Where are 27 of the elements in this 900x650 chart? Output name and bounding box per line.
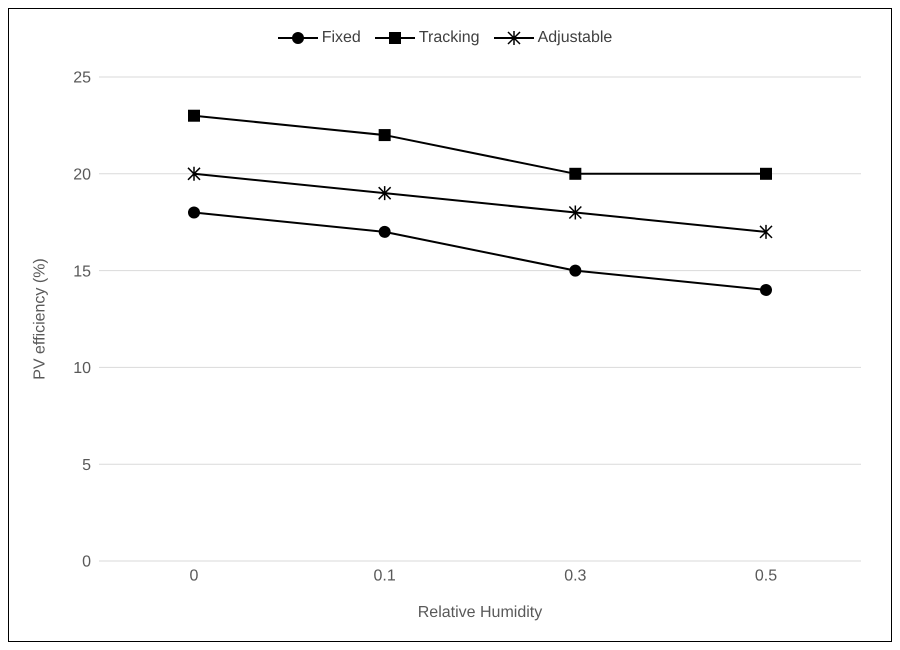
point: [378, 129, 391, 142]
legend-label: Adjustable: [538, 29, 612, 47]
y-tick-label: 0: [82, 554, 92, 571]
point: [188, 206, 200, 219]
point: [188, 110, 200, 122]
point: [760, 168, 772, 180]
point: [378, 185, 392, 201]
point: [568, 204, 582, 220]
y-tick-label: 15: [73, 263, 92, 280]
x-axis-title: Relative Humidity: [418, 604, 542, 621]
x-tick-label: 0.1: [374, 567, 396, 584]
y-axis-title: PV efficiency (%): [32, 258, 49, 380]
point: [569, 168, 582, 180]
point: [759, 224, 773, 240]
x-tick-label: 0.5: [754, 567, 778, 584]
y-tick-label: 10: [73, 360, 92, 378]
point: [760, 284, 772, 296]
x-tick-label: 0: [190, 567, 199, 584]
point: [569, 264, 582, 277]
point: [378, 226, 391, 238]
legend-label: Tracking: [418, 29, 480, 47]
point: [187, 166, 201, 182]
x-tick-label: 0.3: [564, 567, 587, 584]
legend-label: Fixed: [322, 29, 361, 47]
y-tick-label: 20: [73, 166, 92, 184]
y-tick-label: 25: [73, 70, 92, 87]
y-tick-label: 5: [82, 456, 92, 474]
